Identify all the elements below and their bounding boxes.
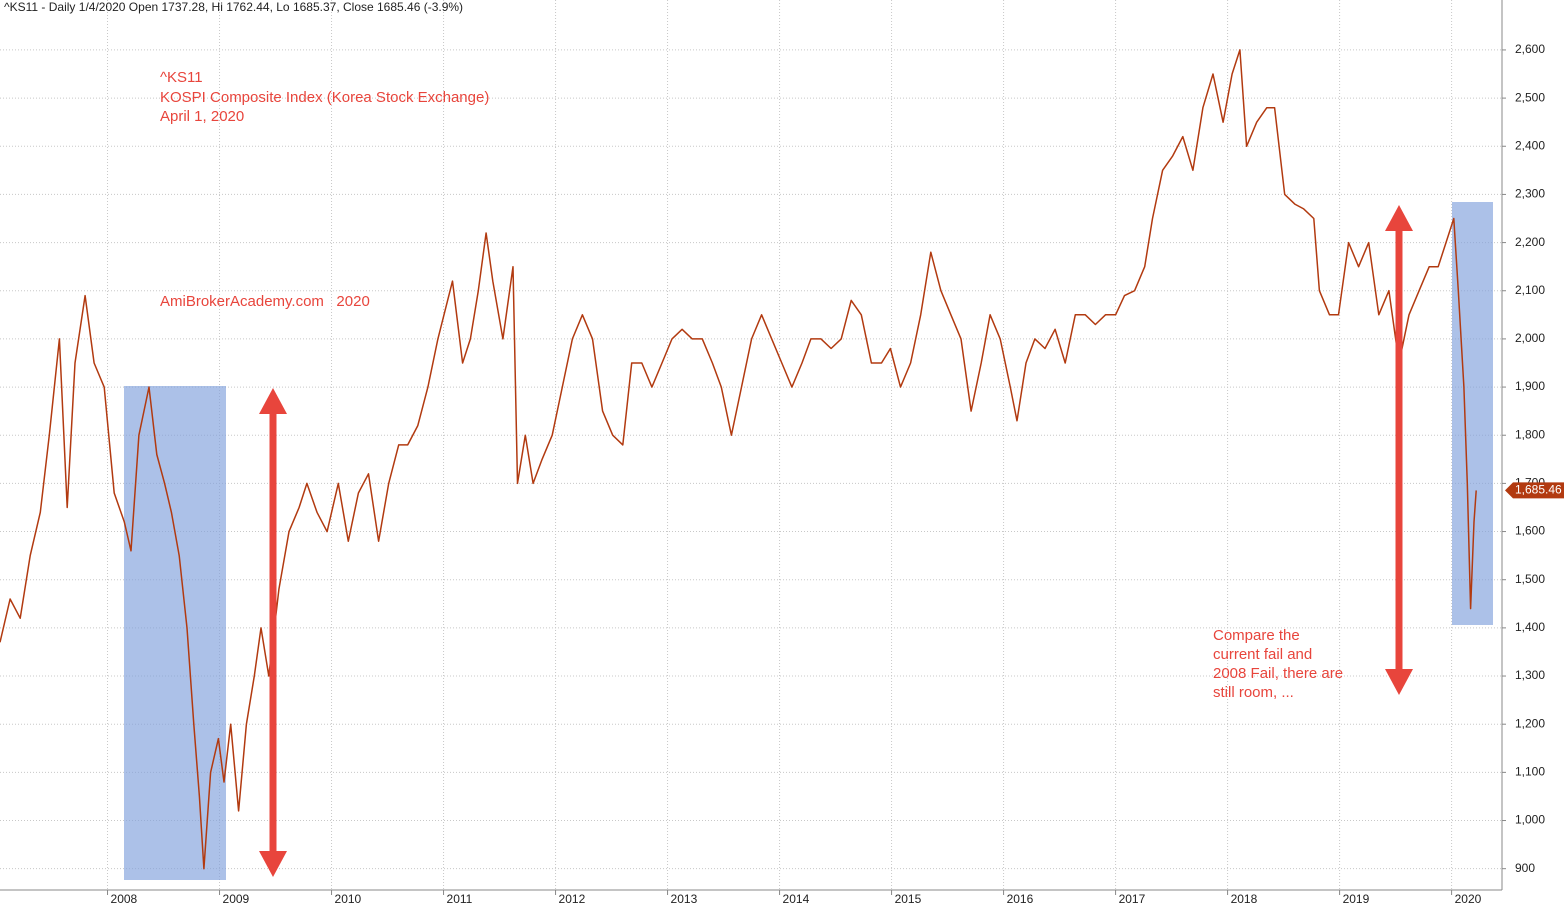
y-tick-label: 2,600 bbox=[1515, 42, 1545, 56]
note: 2008 Fail, there are bbox=[1213, 665, 1343, 682]
x-tick-label: 2012 bbox=[559, 892, 586, 906]
y-tick-label: 2,400 bbox=[1515, 138, 1545, 152]
x-tick-label: 2017 bbox=[1119, 892, 1146, 906]
y-tick-label: 2,100 bbox=[1515, 283, 1545, 297]
note: Compare the bbox=[1213, 627, 1300, 644]
y-tick-label: 2,000 bbox=[1515, 331, 1545, 345]
x-tick-label: 2013 bbox=[671, 892, 698, 906]
y-tick-label: 1,600 bbox=[1515, 524, 1545, 538]
price-line-group bbox=[0, 49, 1477, 870]
y-tick-label: 900 bbox=[1515, 861, 1535, 875]
arrow-head bbox=[259, 388, 287, 414]
x-tick-label: 2018 bbox=[1231, 892, 1258, 906]
note: current fail and bbox=[1213, 646, 1312, 663]
price-line bbox=[0, 49, 1477, 870]
arrow-2008 bbox=[259, 388, 287, 877]
note: still room, ... bbox=[1213, 684, 1294, 701]
y-tick-label: 1,900 bbox=[1515, 379, 1545, 393]
highlight-2008 bbox=[124, 386, 226, 880]
annotation: KOSPI Composite Index (Korea Stock Excha… bbox=[160, 89, 489, 106]
y-tick-label: 1,800 bbox=[1515, 427, 1545, 441]
x-tick-label: 2008 bbox=[111, 892, 138, 906]
arrow-head bbox=[259, 851, 287, 877]
header: ^KS11 - Daily 1/4/2020 Open 1737.28, Hi … bbox=[4, 0, 463, 14]
annotation: April 1, 2020 bbox=[160, 108, 244, 125]
annotation: AmiBrokerAcademy.com 2020 bbox=[160, 293, 370, 310]
x-tick-label: 2009 bbox=[223, 892, 250, 906]
last-price-label: 1,685.46 bbox=[1515, 483, 1562, 497]
x-tick-label: 2019 bbox=[1343, 892, 1370, 906]
y-tick-label: 1,100 bbox=[1515, 765, 1545, 779]
x-tick-label: 2011 bbox=[447, 892, 473, 906]
y-tick-label: 1,300 bbox=[1515, 668, 1545, 682]
x-tick-label: 2014 bbox=[783, 892, 810, 906]
x-tick-label: 2016 bbox=[1007, 892, 1034, 906]
last-price-marker bbox=[1505, 482, 1564, 499]
x-tick-label: 2010 bbox=[335, 892, 362, 906]
y-tick-label: 1,200 bbox=[1515, 716, 1545, 730]
x-tick-label: 2015 bbox=[895, 892, 922, 906]
arrow-head bbox=[1385, 205, 1413, 231]
arrow-head bbox=[1385, 669, 1413, 695]
annotation: ^KS11 bbox=[160, 69, 203, 86]
y-tick-label: 2,300 bbox=[1515, 187, 1545, 201]
y-tick-label: 1,500 bbox=[1515, 572, 1545, 586]
x-tick-label: 2020 bbox=[1455, 892, 1482, 906]
y-tick-label: 1,000 bbox=[1515, 813, 1545, 827]
y-tick-label: 2,200 bbox=[1515, 235, 1545, 249]
arrow-2020 bbox=[1385, 205, 1413, 695]
y-tick-label: 2,500 bbox=[1515, 90, 1545, 104]
y-tick-label: 1,400 bbox=[1515, 620, 1545, 634]
